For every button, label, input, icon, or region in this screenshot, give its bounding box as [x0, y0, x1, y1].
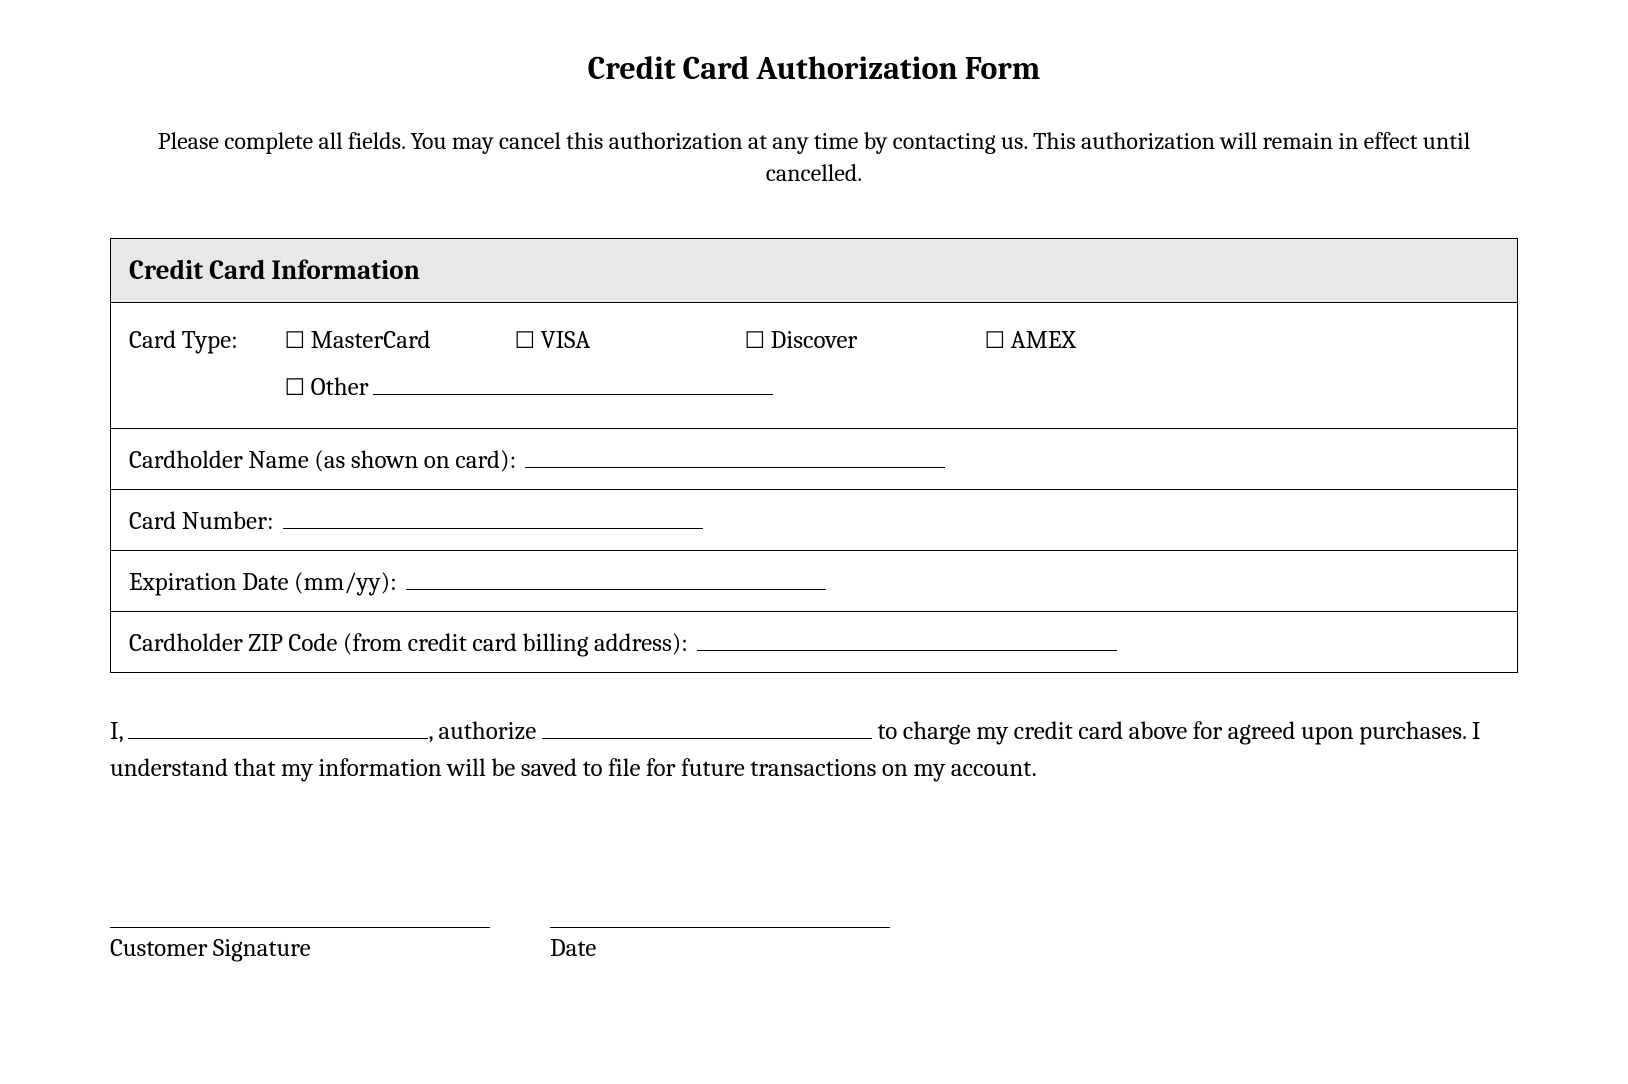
date-label: Date — [550, 934, 890, 963]
checkbox-visa[interactable]: ☐ VISA — [515, 317, 745, 365]
auth-prefix: I, — [110, 717, 123, 746]
date-line[interactable] — [550, 898, 890, 928]
auth-name-blank[interactable] — [128, 714, 428, 739]
checkbox-amex[interactable]: ☐ AMEX — [985, 317, 1105, 365]
checkbox-icon: ☐ — [285, 319, 306, 363]
amex-label: AMEX — [1011, 326, 1076, 355]
form-title: Credit Card Authorization Form — [110, 50, 1518, 87]
zip-label: Cardholder ZIP Code (from credit card bi… — [129, 629, 688, 658]
zip-input-line[interactable] — [697, 626, 1117, 651]
discover-label: Discover — [771, 326, 858, 355]
card-type-row: Card Type: ☐ MasterCard☐ VISA☐ Discover☐… — [111, 302, 1518, 428]
checkbox-mastercard[interactable]: ☐ MasterCard — [285, 317, 515, 365]
other-label: Other — [311, 373, 369, 402]
cardholder-name-label: Cardholder Name (as shown on card): — [129, 446, 516, 475]
checkbox-icon: ☐ — [985, 319, 1006, 363]
cardholder-name-input-line[interactable] — [525, 443, 945, 468]
expiration-label: Expiration Date (mm/yy): — [129, 568, 396, 597]
credit-card-info-table: Credit Card Information Card Type: ☐ Mas… — [110, 238, 1518, 673]
expiration-input-line[interactable] — [406, 565, 826, 590]
customer-signature-line[interactable] — [110, 898, 490, 928]
checkbox-icon: ☐ — [285, 366, 306, 410]
date-block: Date — [550, 898, 890, 963]
zip-row: Cardholder ZIP Code (from credit card bi… — [111, 611, 1518, 672]
checkbox-discover[interactable]: ☐ Discover — [745, 317, 985, 365]
authorization-statement: I, , authorize to charge my credit card … — [110, 713, 1518, 788]
card-number-input-line[interactable] — [283, 504, 703, 529]
auth-merchant-blank[interactable] — [542, 714, 872, 739]
card-number-label: Card Number: — [129, 507, 273, 536]
auth-mid1: , authorize — [428, 717, 536, 746]
checkbox-other[interactable]: ☐ Other — [285, 364, 369, 412]
expiration-row: Expiration Date (mm/yy): — [111, 550, 1518, 611]
signature-row: Customer Signature Date — [110, 898, 1518, 963]
section-header: Credit Card Information — [111, 238, 1518, 302]
other-input-line[interactable] — [373, 370, 773, 395]
checkbox-icon: ☐ — [515, 319, 536, 363]
card-type-label: Card Type: — [129, 317, 279, 365]
instructions-text: Please complete all fields. You may canc… — [110, 125, 1518, 190]
customer-signature-label: Customer Signature — [110, 934, 490, 963]
cardholder-name-row: Cardholder Name (as shown on card): — [111, 428, 1518, 489]
customer-signature-block: Customer Signature — [110, 898, 490, 963]
mastercard-label: MasterCard — [311, 326, 431, 355]
checkbox-icon: ☐ — [745, 319, 766, 363]
card-number-row: Card Number: — [111, 489, 1518, 550]
visa-label: VISA — [541, 326, 591, 355]
